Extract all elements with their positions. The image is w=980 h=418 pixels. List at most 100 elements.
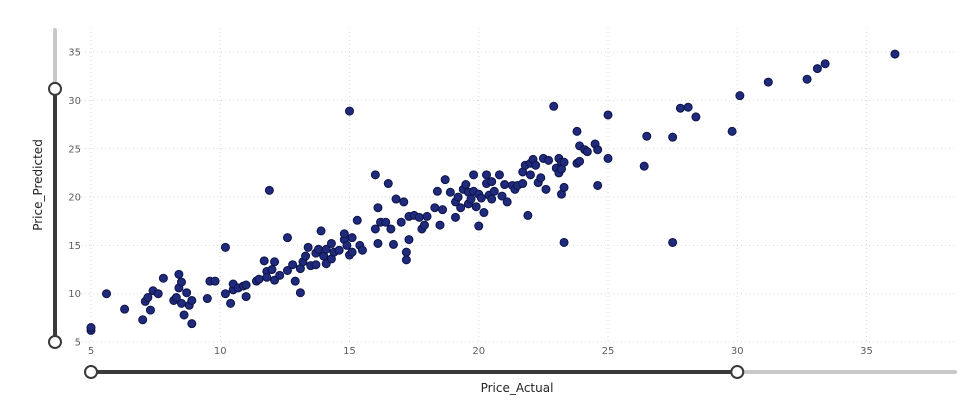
data-point[interactable]	[259, 256, 269, 266]
x-range-slider[interactable]	[84, 365, 957, 379]
data-point[interactable]	[179, 310, 189, 320]
x-slider-min-handle[interactable]	[84, 365, 98, 379]
data-point[interactable]	[282, 266, 292, 276]
data-point[interactable]	[812, 64, 822, 74]
data-point[interactable]	[264, 185, 274, 195]
data-point[interactable]	[401, 247, 411, 257]
data-point[interactable]	[727, 126, 737, 136]
data-point[interactable]	[176, 277, 186, 287]
data-point[interactable]	[559, 182, 569, 192]
data-point[interactable]	[422, 211, 432, 221]
data-point[interactable]	[174, 269, 184, 279]
data-point[interactable]	[668, 237, 678, 247]
data-point[interactable]	[373, 203, 383, 213]
data-point[interactable]	[145, 305, 155, 315]
data-point[interactable]	[683, 102, 693, 112]
data-point[interactable]	[202, 294, 212, 304]
data-point[interactable]	[668, 132, 678, 142]
data-point[interactable]	[396, 217, 406, 227]
data-point[interactable]	[316, 226, 326, 236]
data-point[interactable]	[313, 244, 323, 254]
data-point[interactable]	[347, 247, 357, 257]
data-point[interactable]	[559, 157, 569, 167]
data-point[interactable]	[270, 257, 280, 267]
y-slider-min-handle[interactable]	[48, 335, 62, 349]
data-point[interactable]	[639, 161, 649, 171]
data-point[interactable]	[399, 197, 409, 207]
data-point[interactable]	[171, 293, 181, 303]
data-point[interactable]	[138, 315, 148, 325]
data-point[interactable]	[432, 186, 442, 196]
data-point[interactable]	[153, 289, 163, 299]
data-point[interactable]	[500, 180, 510, 190]
data-point[interactable]	[450, 212, 460, 222]
data-point[interactable]	[575, 156, 585, 166]
data-point[interactable]	[572, 126, 582, 136]
data-point[interactable]	[476, 193, 486, 203]
data-point[interactable]	[401, 255, 411, 265]
data-point[interactable]	[86, 323, 96, 333]
data-point[interactable]	[210, 276, 220, 286]
data-point[interactable]	[559, 237, 569, 247]
data-point[interactable]	[301, 251, 311, 261]
data-point[interactable]	[440, 175, 450, 185]
data-point[interactable]	[466, 194, 476, 204]
data-point[interactable]	[890, 49, 900, 59]
data-point[interactable]	[262, 272, 272, 282]
data-point[interactable]	[303, 242, 313, 252]
data-point[interactable]	[531, 160, 541, 170]
data-point[interactable]	[143, 293, 153, 303]
data-point[interactable]	[544, 155, 554, 165]
data-point[interactable]	[735, 91, 745, 101]
data-point[interactable]	[288, 260, 298, 270]
data-point[interactable]	[675, 103, 685, 113]
data-point[interactable]	[187, 319, 197, 329]
data-point[interactable]	[334, 245, 344, 255]
data-point[interactable]	[642, 131, 652, 141]
data-point[interactable]	[489, 186, 499, 196]
data-point[interactable]	[321, 244, 331, 254]
y-slider-max-handle[interactable]	[48, 81, 62, 96]
data-point[interactable]	[404, 235, 414, 245]
data-point[interactable]	[482, 170, 492, 180]
data-point[interactable]	[593, 180, 603, 190]
data-point[interactable]	[479, 208, 489, 218]
data-point[interactable]	[525, 170, 535, 180]
data-point[interactable]	[518, 179, 528, 189]
data-point[interactable]	[357, 245, 367, 255]
data-point[interactable]	[347, 233, 357, 243]
data-point[interactable]	[435, 220, 445, 230]
data-point[interactable]	[383, 179, 393, 189]
data-point[interactable]	[391, 194, 401, 204]
data-point[interactable]	[445, 187, 455, 197]
data-point[interactable]	[430, 203, 440, 213]
data-point[interactable]	[352, 215, 362, 225]
y-range-slider[interactable]	[48, 28, 62, 349]
data-point[interactable]	[820, 59, 830, 69]
data-point[interactable]	[414, 212, 424, 222]
data-point[interactable]	[474, 221, 484, 231]
data-point[interactable]	[419, 220, 429, 230]
data-point[interactable]	[603, 153, 613, 163]
data-point[interactable]	[342, 240, 352, 250]
data-point[interactable]	[388, 239, 398, 249]
data-point[interactable]	[386, 224, 396, 234]
data-point[interactable]	[158, 273, 168, 283]
data-point[interactable]	[691, 112, 701, 122]
data-point[interactable]	[295, 288, 305, 298]
data-point[interactable]	[345, 106, 355, 116]
data-point[interactable]	[267, 265, 277, 275]
data-point[interactable]	[593, 145, 603, 155]
data-point[interactable]	[456, 203, 466, 213]
data-point[interactable]	[536, 173, 546, 183]
data-point[interactable]	[502, 197, 512, 207]
data-point[interactable]	[438, 205, 448, 215]
data-point[interactable]	[311, 260, 321, 270]
data-point[interactable]	[275, 270, 285, 280]
x-slider-max-handle[interactable]	[730, 365, 745, 379]
data-point[interactable]	[497, 191, 507, 201]
data-point[interactable]	[523, 210, 533, 220]
data-point[interactable]	[802, 74, 812, 84]
data-point[interactable]	[603, 110, 613, 120]
data-point[interactable]	[241, 280, 251, 290]
